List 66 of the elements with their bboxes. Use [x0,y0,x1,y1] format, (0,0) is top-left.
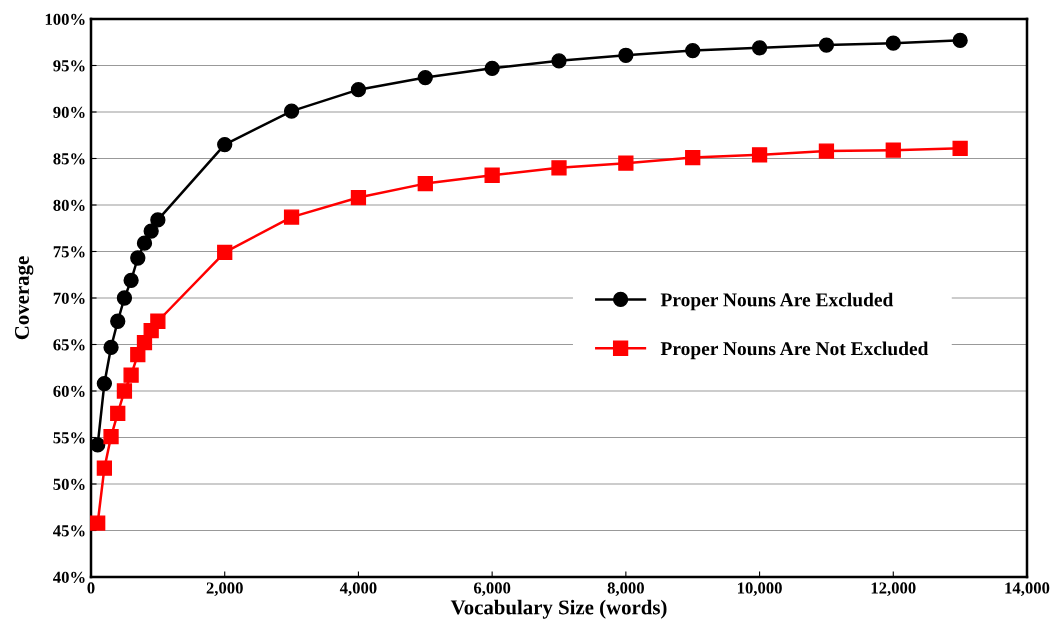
point [217,244,233,261]
x-tick-label: 4,000 [339,582,377,597]
point [551,53,567,69]
point [551,160,567,176]
x-axis-title: Vocabulary Size (words) [450,599,667,619]
y-tick-label: 60% [53,385,85,397]
point [110,405,126,421]
y-tick-label: 75% [53,246,85,258]
point [96,460,113,476]
point [283,209,300,225]
point [130,250,146,266]
point [143,223,159,239]
y-tick-label: 100% [45,13,85,25]
point [123,367,139,383]
y-tick-label: 80% [53,199,85,211]
point [618,47,634,63]
point [417,69,433,86]
x-tick-label: 2,000 [206,582,243,597]
point [818,37,835,53]
x-tick-label: 12,000 [871,582,916,597]
point [685,149,701,166]
point [96,375,113,392]
x-tick-label: 0 [87,582,95,594]
y-tick-label: 55% [53,432,85,444]
y-tick-label: 70% [53,292,85,304]
point [484,60,500,76]
point [952,140,968,156]
x-tick-label: 14,000 [1005,582,1050,597]
point [751,40,768,56]
y-tick-label: 85% [53,153,85,165]
point [110,313,126,329]
point [217,136,233,153]
point [618,155,634,171]
point [136,235,153,251]
point [150,313,166,329]
point [484,167,500,183]
point [885,35,901,51]
y-tick-label: 95% [53,60,85,72]
point [350,82,367,98]
point [283,103,300,119]
y-tick-label: 45% [53,525,85,537]
y-tick-label: 65% [53,339,85,351]
x-tick-label: 10,000 [737,582,782,597]
legend-label: Proper Nouns Are Excluded [660,292,894,311]
x-tick-label: 6,000 [473,582,511,597]
point [685,42,701,59]
legend-label: Proper Nouns Are Not Excluded [660,341,929,360]
point [103,428,119,445]
point [90,515,106,531]
point [818,143,835,159]
y-tick-label: 40% [53,571,85,583]
point [952,32,968,49]
point [90,437,106,453]
point [885,142,901,158]
y-axis-title: Coverage [14,256,34,340]
point [123,272,139,288]
y-tick-label: 90% [53,106,85,118]
point [751,147,768,163]
point [116,290,133,306]
point [417,175,433,192]
point [103,339,119,355]
point [350,189,367,206]
x-tick-label: 8,000 [607,582,644,597]
point [116,383,133,399]
y-tick-label: 50% [53,478,85,490]
point [150,212,166,228]
